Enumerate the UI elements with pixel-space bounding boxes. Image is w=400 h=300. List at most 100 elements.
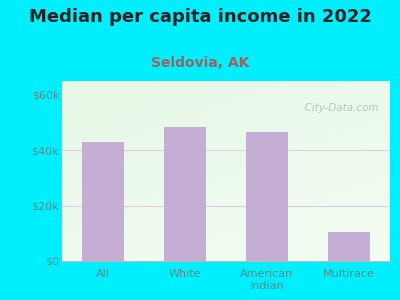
Bar	[62, 252, 390, 254]
Bar	[62, 238, 390, 239]
Bar	[62, 153, 390, 155]
Text: Median per capita income in 2022: Median per capita income in 2022	[28, 8, 372, 26]
Bar	[62, 164, 390, 166]
Bar	[62, 83, 390, 85]
Bar	[62, 139, 390, 140]
Bar	[62, 182, 390, 184]
Bar	[62, 126, 390, 128]
Bar	[62, 121, 390, 122]
Bar	[62, 131, 390, 133]
Bar	[62, 176, 390, 178]
Bar	[62, 223, 390, 225]
Bar	[62, 85, 390, 86]
Bar	[62, 112, 390, 113]
Bar	[62, 106, 390, 108]
Bar	[62, 137, 390, 139]
Bar	[62, 135, 390, 137]
Bar	[62, 108, 390, 110]
Bar	[62, 130, 390, 131]
Bar	[62, 239, 390, 241]
Bar	[62, 148, 390, 149]
Bar	[62, 158, 390, 160]
Bar	[62, 110, 390, 112]
Bar	[62, 128, 390, 130]
Bar	[62, 113, 390, 115]
Bar	[62, 229, 390, 230]
Bar	[62, 202, 390, 203]
Bar	[62, 104, 390, 106]
Bar	[62, 86, 390, 88]
Bar	[62, 160, 390, 162]
Bar	[62, 227, 390, 229]
Bar	[62, 214, 390, 216]
Bar	[62, 209, 390, 211]
Bar	[62, 230, 390, 232]
Bar	[62, 245, 390, 247]
Bar	[62, 196, 390, 198]
Bar	[62, 92, 390, 94]
Bar	[62, 166, 390, 167]
Bar	[62, 155, 390, 157]
Bar	[62, 232, 390, 234]
Bar	[62, 146, 390, 148]
Bar	[62, 259, 390, 261]
Bar	[62, 257, 390, 259]
Bar	[62, 256, 390, 257]
Bar	[62, 236, 390, 238]
Bar	[62, 212, 390, 214]
Bar	[62, 173, 390, 175]
Bar	[62, 205, 390, 207]
Bar	[62, 191, 390, 193]
Bar	[62, 151, 390, 153]
Bar	[62, 124, 390, 126]
Bar	[62, 241, 390, 243]
Bar	[62, 175, 390, 176]
Bar	[62, 207, 390, 209]
Bar	[62, 243, 390, 245]
Bar	[62, 133, 390, 135]
Bar	[62, 140, 390, 142]
Bar	[62, 248, 390, 250]
Bar	[164, 127, 206, 261]
Bar	[62, 88, 390, 90]
Bar	[62, 203, 390, 205]
Bar	[62, 119, 390, 121]
Bar	[62, 117, 390, 119]
Bar	[62, 167, 390, 169]
Bar	[62, 95, 390, 97]
Bar	[62, 189, 390, 191]
Bar	[62, 225, 390, 227]
Bar	[62, 81, 390, 83]
Bar	[62, 101, 390, 103]
Bar	[62, 198, 390, 200]
Bar	[246, 132, 288, 261]
Bar	[62, 216, 390, 218]
Bar	[62, 234, 390, 236]
Bar	[62, 157, 390, 158]
Bar	[62, 211, 390, 212]
Bar	[62, 142, 390, 144]
Bar	[62, 218, 390, 220]
Bar	[62, 97, 390, 99]
Bar	[62, 221, 390, 223]
Bar	[62, 254, 390, 256]
Bar	[62, 144, 390, 146]
Bar	[62, 115, 390, 117]
Bar	[62, 171, 390, 173]
Bar	[328, 232, 370, 261]
Text: Seldovia, AK: Seldovia, AK	[151, 56, 249, 70]
Bar	[62, 250, 390, 252]
Text: City-Data.com: City-Data.com	[298, 103, 379, 112]
Bar	[62, 200, 390, 202]
Bar	[62, 99, 390, 101]
Bar	[62, 122, 390, 124]
Bar	[62, 162, 390, 164]
Bar	[62, 90, 390, 92]
Bar	[62, 184, 390, 185]
Bar	[82, 142, 124, 261]
Bar	[62, 180, 390, 182]
Bar	[62, 220, 390, 221]
Bar	[62, 187, 390, 189]
Bar	[62, 194, 390, 196]
Bar	[62, 149, 390, 151]
